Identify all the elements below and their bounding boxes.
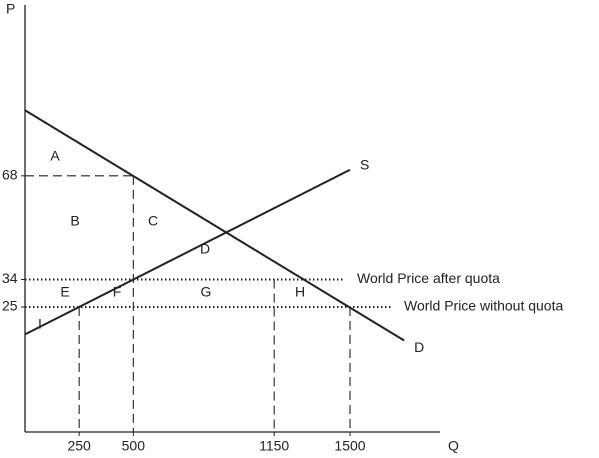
x-tick-label: 1500	[334, 438, 365, 454]
x-tick-label: 1150	[259, 438, 289, 454]
area-label: B	[70, 213, 79, 229]
area-label: E	[60, 284, 69, 300]
area-label: F	[113, 284, 122, 300]
area-label: I	[38, 316, 42, 332]
price-line-label: World Price without quota	[404, 298, 563, 314]
x-tick-label: 500	[122, 438, 146, 454]
curve	[24, 109, 405, 342]
x-axis-label: Q	[448, 438, 459, 454]
area-label: C	[148, 213, 158, 229]
area-label: A	[50, 148, 60, 164]
y-axis-label: P	[6, 1, 15, 17]
y-tick-label: 68	[2, 167, 18, 183]
area-label: D	[200, 241, 210, 257]
curve	[24, 168, 351, 336]
price-line-label: World Price after quota	[357, 270, 500, 286]
x-tick-label: 250	[67, 438, 91, 454]
curve-label: D	[414, 339, 424, 355]
curve-label: S	[360, 156, 369, 172]
y-tick-label: 25	[2, 298, 18, 314]
area-label: G	[201, 284, 212, 300]
area-label: H	[295, 284, 305, 300]
y-tick-label: 34	[2, 270, 18, 286]
